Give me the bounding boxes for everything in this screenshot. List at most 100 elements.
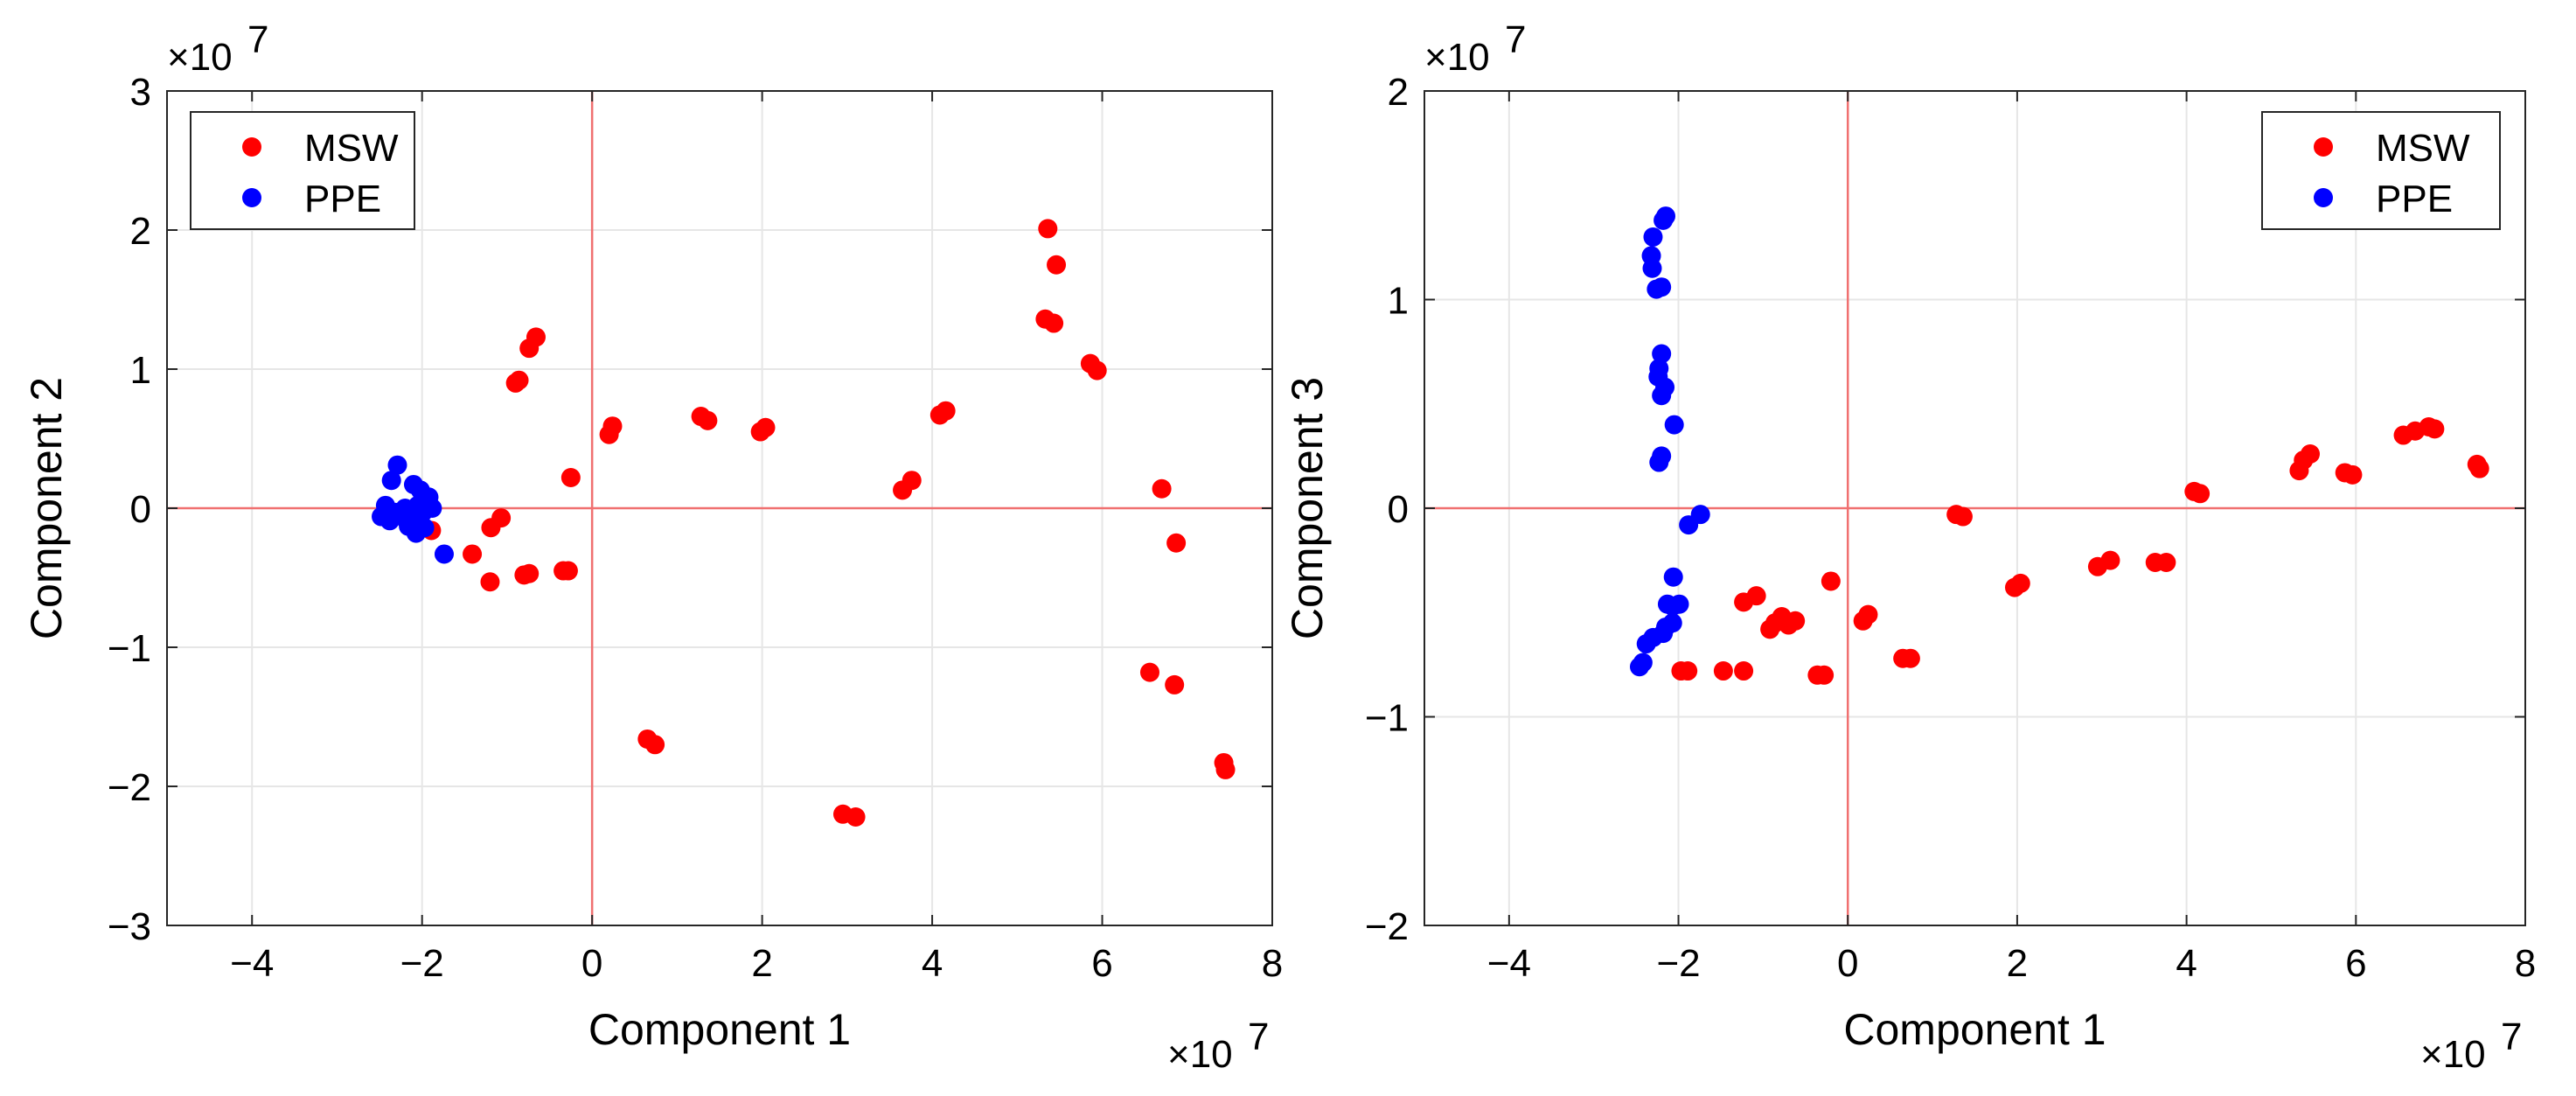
data-point-msw: [1047, 255, 1067, 275]
x-tick-label: −2: [1656, 942, 1700, 985]
y-tick-label: −2: [1365, 905, 1409, 948]
data-point-msw: [558, 561, 578, 581]
data-point-msw: [1713, 661, 1733, 681]
x-tick-label: 4: [2176, 942, 2197, 985]
x-exponent: 7: [2501, 1016, 2522, 1058]
x-tick-label: 2: [751, 942, 772, 985]
y-multiplier: ×10: [167, 36, 233, 79]
legend: MSW PPE: [2261, 111, 2501, 230]
legend-label-msw: MSW: [304, 127, 399, 170]
y-tick-label: 1: [130, 349, 151, 392]
data-point-msw: [1165, 674, 1185, 695]
data-point-ppe: [1663, 567, 1683, 587]
series-msw: [421, 219, 1236, 827]
legend-marker-msw: [2314, 137, 2333, 157]
data-point-msw: [519, 563, 540, 583]
data-point-msw: [1166, 533, 1187, 553]
legend-label-ppe: PPE: [2376, 178, 2453, 220]
y-axis-label: Component 2: [22, 377, 71, 639]
data-point-ppe: [1629, 657, 1649, 677]
x-tick-label: 8: [2515, 942, 2536, 985]
x-tick-label: 8: [1262, 942, 1283, 985]
y-exponent: 7: [1505, 18, 1526, 61]
y-tick-label: 0: [130, 488, 151, 531]
data-point-msw: [1152, 478, 1172, 499]
data-point-msw: [1786, 611, 1806, 631]
series-ppe: [372, 455, 454, 564]
y-tick-label: 1: [1388, 280, 1409, 323]
data-point-ppe: [406, 523, 426, 543]
x-axis-label: Component 1: [588, 1005, 851, 1054]
x-tick-label: −4: [230, 942, 274, 985]
data-point-ppe: [381, 471, 401, 491]
data-point-msw: [526, 327, 546, 347]
legend-label-ppe: PPE: [304, 178, 381, 220]
data-point-msw: [936, 401, 956, 421]
data-point-msw: [2343, 464, 2363, 485]
legend-box: [2261, 111, 2501, 230]
data-point-msw: [491, 508, 512, 528]
y-tick-label: 2: [1388, 71, 1409, 114]
x-multiplier: ×10: [1167, 1033, 1233, 1076]
legend-box: [190, 111, 415, 230]
data-point-msw: [902, 471, 922, 491]
y-multiplier: ×10: [1424, 36, 1490, 79]
x-tick-label: 6: [1091, 942, 1112, 985]
data-point-msw: [1044, 313, 1064, 333]
data-point-msw: [509, 370, 529, 390]
data-point-ppe: [1664, 415, 1684, 435]
data-point-msw: [463, 544, 483, 564]
data-point-ppe: [1636, 634, 1656, 654]
data-point-msw: [645, 735, 665, 755]
y-tick-label: −3: [108, 905, 151, 948]
y-tick-label: 0: [1388, 488, 1409, 531]
data-point-msw: [698, 410, 718, 430]
y-tick-label: 2: [130, 210, 151, 253]
legend-label-msw: MSW: [2376, 127, 2470, 170]
data-point-msw: [1678, 661, 1698, 681]
series-msw: [1671, 416, 2489, 685]
y-tick-label: −1: [108, 627, 151, 670]
x-tick-label: 0: [581, 942, 602, 985]
data-point-ppe: [1643, 227, 1663, 247]
y-exponent-label: ×10 7: [167, 18, 268, 79]
legend-marker-msw: [242, 137, 261, 157]
data-point-ppe: [422, 499, 442, 518]
data-point-msw: [2010, 573, 2030, 593]
data-point-ppe: [387, 455, 407, 475]
legend: MSW PPE: [190, 111, 415, 230]
data-point-ppe: [1652, 386, 1672, 406]
data-point-ppe: [1652, 277, 1672, 297]
data-point-msw: [1953, 506, 1973, 527]
chart-panel-2: −4 −2 0 2 4 6 8 −2 −1 0 1 2 Component 1 Component 3 ×1…: [1283, 18, 2536, 1076]
data-point-msw: [480, 572, 500, 592]
data-point-msw: [1038, 219, 1058, 239]
data-point-ppe: [1642, 258, 1662, 278]
data-point-msw: [2100, 550, 2120, 570]
series-ppe: [1629, 206, 1710, 677]
data-point-ppe: [1654, 210, 1674, 230]
y-tick-label: −1: [1365, 697, 1409, 740]
data-point-msw: [1858, 604, 1878, 625]
data-point-msw: [1821, 571, 1841, 591]
data-point-msw: [755, 417, 776, 437]
data-point-msw: [1087, 360, 1107, 380]
y-tick-label: 3: [130, 71, 151, 114]
data-point-msw: [1215, 759, 1236, 779]
data-point-msw: [602, 416, 623, 436]
chart-panel-1: −4 −2 0 2 4 6 8 −3 −2 −1 0 1 2 3 Component 1 Component …: [22, 18, 1283, 1076]
data-point-ppe: [1669, 594, 1689, 614]
data-point-ppe: [1652, 344, 1672, 364]
data-point-ppe: [1690, 505, 1710, 525]
data-point-msw: [1900, 648, 1920, 668]
data-point-msw: [846, 806, 866, 827]
x-tick-label: 4: [922, 942, 943, 985]
x-exponent-label: ×10 7: [2420, 1016, 2522, 1076]
x-axis-label: Component 1: [1843, 1005, 2106, 1054]
data-point-msw: [1746, 586, 1766, 606]
data-point-msw: [560, 468, 581, 488]
x-exponent: 7: [1248, 1016, 1269, 1058]
data-point-msw: [1734, 661, 1754, 681]
